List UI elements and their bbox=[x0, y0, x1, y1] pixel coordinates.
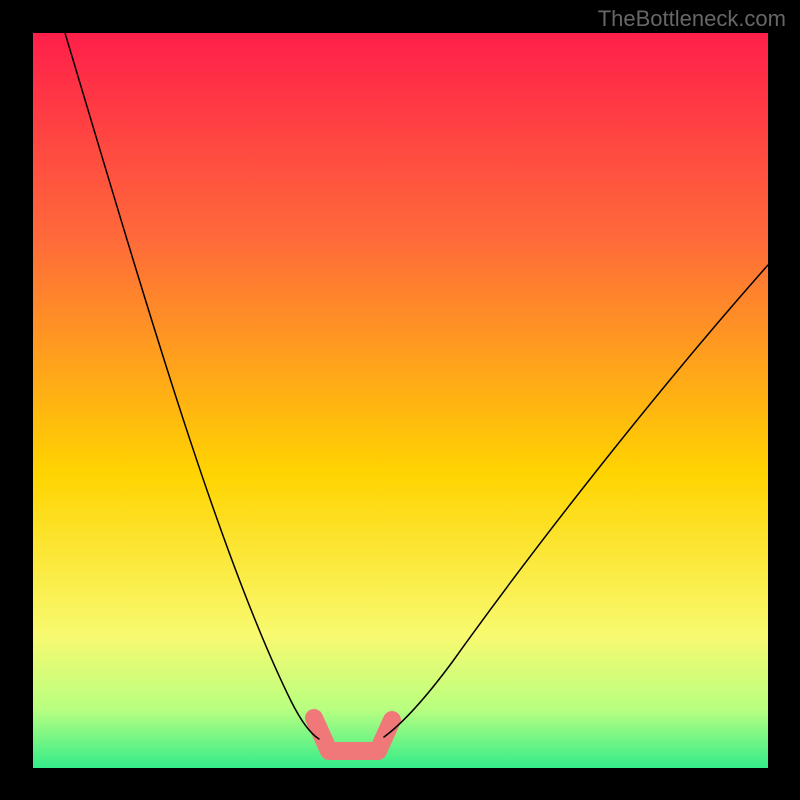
attribution-watermark: TheBottleneck.com bbox=[598, 6, 786, 32]
left-curve bbox=[65, 33, 319, 739]
plot-area bbox=[33, 33, 768, 768]
curve-layer bbox=[33, 33, 768, 768]
chart-frame: TheBottleneck.com bbox=[0, 0, 800, 800]
right-curve bbox=[384, 265, 768, 737]
trough-marker bbox=[314, 718, 392, 751]
